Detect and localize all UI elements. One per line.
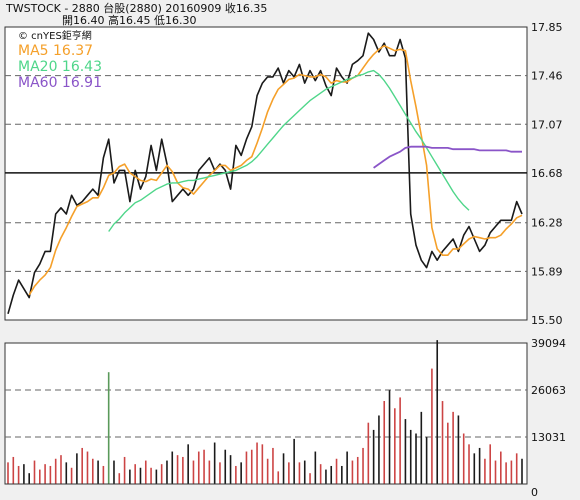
price-tick-label: 17.85 <box>531 21 563 34</box>
watermark-label: © cnYES鉅亨網 <box>18 29 92 42</box>
price-tick-label: 16.28 <box>531 217 563 230</box>
volume-tick-label: 39094 <box>531 337 566 350</box>
price-panel: 17.85 17.46 17.07 16.68 16.28 15.89 15.50 © cnY… <box>4 21 563 327</box>
volume-plot-area <box>4 342 528 485</box>
volume-panel: 39094 26063 13031 0 <box>4 337 566 499</box>
price-tick-label: 17.46 <box>531 70 563 83</box>
price-tick-label: 17.07 <box>531 118 563 131</box>
legend-entry: MA5 16.37 <box>18 43 93 59</box>
volume-tick-label: 26063 <box>531 384 566 397</box>
price-tick-label: 15.50 <box>531 314 563 327</box>
volume-tick-label: 0 <box>531 486 538 499</box>
price-tick-label: 16.68 <box>531 167 563 180</box>
header-title: TWSTOCK - 2880 台股(2880) 20160909 收16.35 <box>5 1 267 15</box>
legend-entry: MA20 16.43 <box>18 59 102 75</box>
header-ohlc: 開16.40 高16.45 低16.30 <box>62 13 196 27</box>
legend-entry: MA60 16.91 <box>18 75 102 91</box>
series-line-ma60 <box>373 145 522 169</box>
volume-tick-label: 13031 <box>531 431 566 444</box>
price-tick-label: 15.89 <box>531 265 563 278</box>
series-line-ma20 <box>108 69 470 232</box>
series-line-price <box>7 32 523 315</box>
series-line-ma5 <box>28 44 523 296</box>
